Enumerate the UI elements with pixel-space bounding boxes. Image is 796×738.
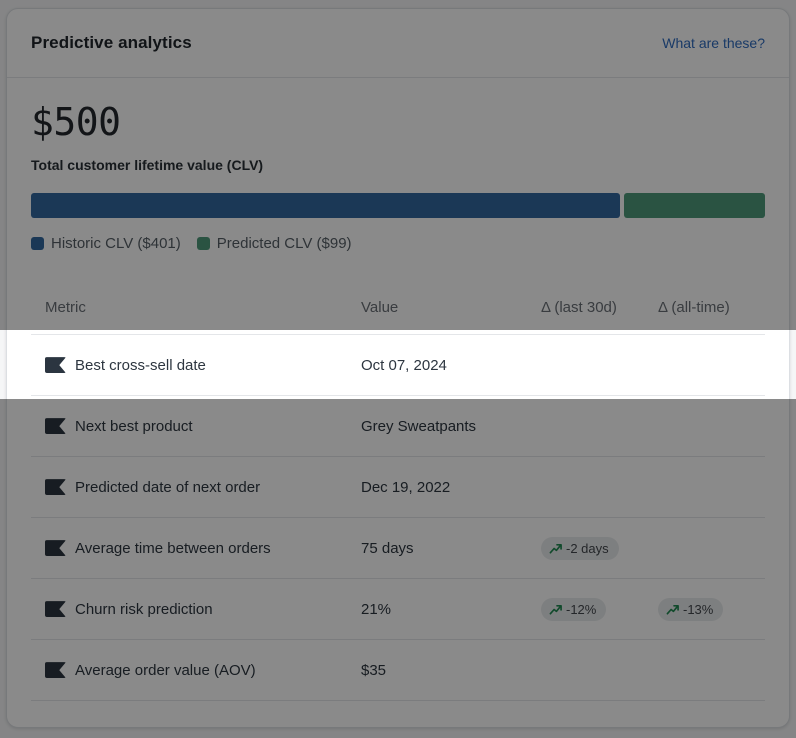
column-header-metric: Metric xyxy=(45,299,86,317)
legend-label-predicted: Predicted CLV ($99) xyxy=(216,235,352,253)
table-body: Best cross-sell date Oct 07, 2024 Next bes… xyxy=(31,335,765,702)
card-body: $500 Total customer lifetime value (CLV)… xyxy=(7,78,789,702)
flag-icon xyxy=(45,418,66,435)
delta-badge: -13% xyxy=(658,597,724,621)
metric-name: Average time between orders xyxy=(75,539,271,557)
metrics-table: Metric Value Δ (last 30d) Δ (all-time) B… xyxy=(31,281,765,702)
card-header: Predictive analytics What are these? xyxy=(7,9,789,78)
clv-legend: Historic CLV ($401) Predicted CLV ($99) xyxy=(31,235,765,252)
metric-cell: Best cross-sell date xyxy=(31,357,361,374)
metric-cell: Churn risk prediction xyxy=(31,601,361,618)
metric-name: Churn risk prediction xyxy=(75,600,213,618)
metric-name: Predicted date of next order xyxy=(75,478,261,496)
table-row: Predicted date of next order Dec 19, 2022 xyxy=(31,457,765,519)
delta-badge-label: -12% xyxy=(566,601,597,617)
legend-item-predicted: Predicted CLV ($99) xyxy=(196,235,352,253)
table-row: Churn risk prediction 21% -12% -13% xyxy=(31,579,765,641)
column-header-delta-alltime: Δ (all-time) xyxy=(658,299,730,317)
delta-alltime-cell: -13% xyxy=(658,597,765,621)
table-row: Next best product Grey Sweatpants xyxy=(31,396,765,458)
flag-icon xyxy=(45,601,66,618)
delta-30d-cell: -12% xyxy=(541,597,658,621)
delta-badge: -2 days xyxy=(541,536,619,560)
what-are-these-link[interactable]: What are these? xyxy=(662,35,765,51)
clv-stacked-bar xyxy=(31,193,765,219)
legend-label-historic: Historic CLV ($401) xyxy=(51,235,181,253)
metric-cell: Average time between orders xyxy=(31,540,361,557)
metric-name: Average order value (AOV) xyxy=(75,661,256,679)
metric-cell: Average order value (AOV) xyxy=(31,662,361,679)
clv-label: Total customer lifetime value (CLV) xyxy=(31,157,264,174)
value-cell: Dec 19, 2022 xyxy=(361,478,451,496)
predicted-swatch-icon xyxy=(196,237,210,251)
metric-name: Next best product xyxy=(75,417,193,435)
table-row: Average order value (AOV) $35 xyxy=(31,640,765,702)
delta-badge-label: -13% xyxy=(683,601,714,617)
delta-badge-label: -2 days xyxy=(566,540,609,556)
page-title: Predictive analytics xyxy=(31,33,192,52)
metric-name: Best cross-sell date xyxy=(75,356,206,374)
column-header-value: Value xyxy=(361,299,399,317)
value-cell: Grey Sweatpants xyxy=(361,417,477,435)
metric-cell: Next best product xyxy=(31,418,361,435)
trend-up-icon xyxy=(666,604,679,615)
legend-item-historic: Historic CLV ($401) xyxy=(31,235,181,252)
predicted-clv-segment xyxy=(623,193,765,219)
flag-icon xyxy=(45,662,66,679)
trend-up-icon xyxy=(549,604,562,615)
value-cell: $35 xyxy=(361,661,387,679)
predictive-analytics-card: Predictive analytics What are these? $50… xyxy=(6,8,790,728)
trend-up-icon xyxy=(549,543,562,554)
metric-cell: Predicted date of next order xyxy=(31,479,361,496)
delta-badge: -12% xyxy=(541,597,607,621)
value-cell: 21% xyxy=(361,600,392,618)
historic-swatch-icon xyxy=(31,237,44,251)
flag-icon xyxy=(45,540,66,557)
value-cell: 75 days xyxy=(361,539,414,557)
table-row: Best cross-sell date Oct 07, 2024 xyxy=(31,335,765,397)
table-row: Average time between orders 75 days -2 day… xyxy=(31,518,765,580)
historic-clv-segment xyxy=(31,193,620,219)
value-cell: Oct 07, 2024 xyxy=(361,356,447,374)
clv-total-value: $500 xyxy=(31,100,121,144)
column-header-delta-30d: Δ (last 30d) xyxy=(541,299,617,317)
table-header-row: Metric Value Δ (last 30d) Δ (all-time) xyxy=(31,281,765,336)
delta-30d-cell: -2 days xyxy=(541,536,658,560)
flag-icon xyxy=(45,479,66,496)
flag-icon xyxy=(45,357,66,374)
